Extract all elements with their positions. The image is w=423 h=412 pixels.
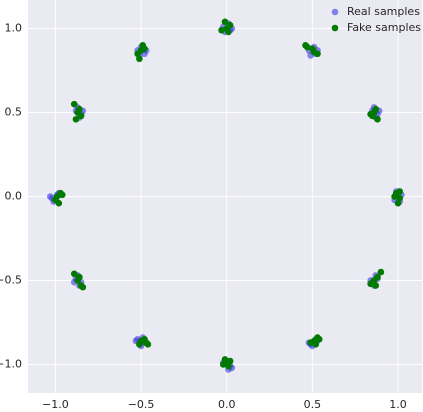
point bbox=[315, 335, 323, 343]
point bbox=[139, 42, 147, 49]
legend-marker bbox=[331, 8, 339, 16]
legend-label: Fake samples bbox=[347, 21, 421, 34]
point bbox=[307, 339, 314, 346]
point bbox=[377, 268, 385, 276]
y-tick-label: −1.0 bbox=[0, 357, 22, 370]
point bbox=[225, 28, 232, 36]
point bbox=[136, 340, 143, 348]
point bbox=[141, 335, 148, 343]
point bbox=[46, 193, 54, 200]
point bbox=[221, 18, 229, 26]
point bbox=[70, 100, 78, 108]
point bbox=[55, 199, 63, 207]
point bbox=[391, 193, 398, 200]
legend-marker bbox=[331, 24, 339, 32]
y-tick-label: 0.0 bbox=[5, 190, 23, 203]
point bbox=[219, 361, 227, 368]
point bbox=[226, 357, 234, 365]
point bbox=[72, 115, 80, 123]
point bbox=[367, 280, 374, 288]
point bbox=[372, 105, 380, 113]
x-tick-label: 0.5 bbox=[304, 398, 322, 408]
point bbox=[221, 356, 229, 363]
point bbox=[374, 115, 381, 123]
point bbox=[374, 273, 381, 281]
point bbox=[144, 340, 152, 348]
point bbox=[136, 55, 143, 63]
x-tick-label: 0.0 bbox=[218, 398, 236, 408]
x-tick-label: −1.0 bbox=[42, 398, 69, 408]
y-tick-label: 1.0 bbox=[5, 22, 23, 35]
point bbox=[312, 340, 320, 348]
point bbox=[79, 283, 87, 291]
point bbox=[77, 112, 85, 120]
y-tick-label: −0.5 bbox=[0, 273, 22, 286]
point bbox=[218, 26, 225, 34]
legend-label: Real samples bbox=[347, 5, 420, 18]
point bbox=[70, 270, 78, 278]
point bbox=[58, 191, 66, 199]
point bbox=[226, 21, 234, 29]
point bbox=[310, 48, 318, 56]
point bbox=[76, 105, 83, 113]
point bbox=[134, 50, 141, 58]
x-tick-label: 1.0 bbox=[389, 398, 407, 408]
y-tick-label: 0.5 bbox=[5, 106, 23, 119]
point bbox=[76, 273, 83, 281]
point bbox=[302, 42, 309, 49]
point bbox=[396, 188, 404, 195]
point bbox=[394, 199, 402, 207]
x-tick-label: −0.5 bbox=[128, 398, 155, 408]
point bbox=[372, 282, 380, 289]
point bbox=[367, 110, 374, 118]
point bbox=[225, 362, 232, 370]
point bbox=[396, 194, 404, 202]
